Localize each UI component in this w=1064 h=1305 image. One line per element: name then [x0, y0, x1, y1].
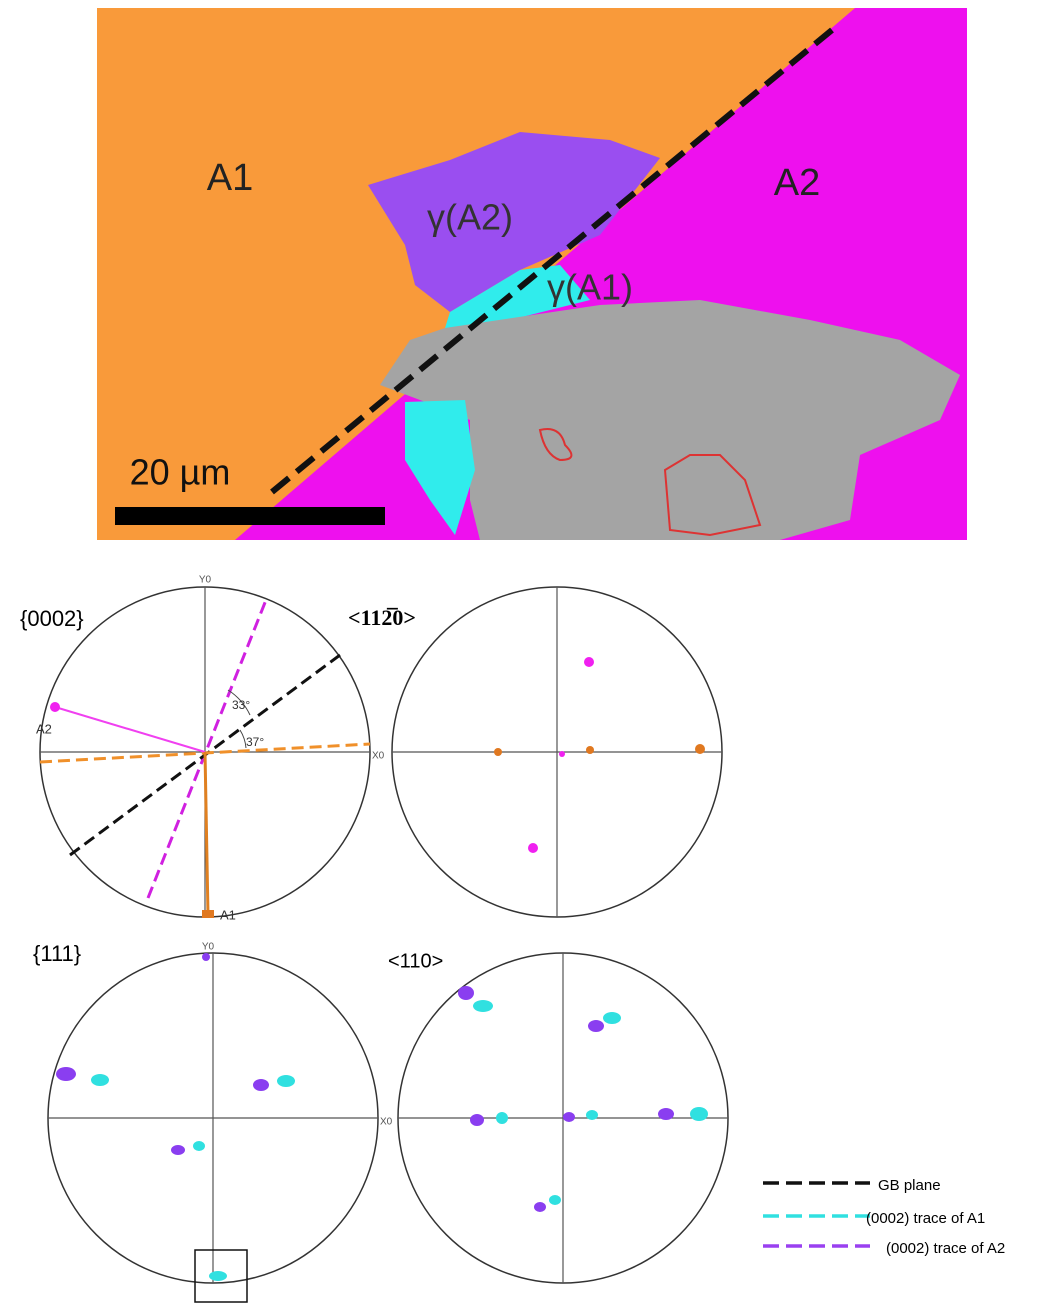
- pole-label: <112̅0>: [348, 605, 416, 630]
- pole-point: [603, 1012, 621, 1024]
- pole-point: [253, 1079, 269, 1091]
- pole-point: [209, 1271, 227, 1281]
- grain-label: A1: [207, 157, 253, 199]
- pole-point: [458, 986, 474, 1000]
- scale-label: 20 µm: [130, 452, 231, 493]
- pole-point: [534, 1202, 546, 1212]
- grain-label: γ(A1): [547, 267, 633, 308]
- pole-point: [690, 1107, 708, 1121]
- legend: GB plane (0002) trace of A1 (0002) trace…: [763, 1177, 1005, 1257]
- ebsd-map: A1 A2 γ(A2) γ(A1) 20 µm: [97, 8, 967, 540]
- pole-point: [588, 1020, 604, 1032]
- twin-outline: [538, 428, 573, 462]
- pole-point: [56, 1067, 76, 1081]
- pole-vector: [54, 706, 206, 753]
- pole-point: [470, 1114, 484, 1126]
- pole-point: [695, 744, 705, 754]
- point-label: A1: [220, 907, 236, 922]
- pole-point: [171, 1145, 185, 1155]
- pole-point: [193, 1141, 205, 1151]
- pole-point: [584, 657, 594, 667]
- legend-label: GB plane: [878, 1177, 941, 1194]
- cyan-region: [405, 400, 475, 535]
- axis-label: X0: [372, 751, 385, 762]
- highlight-box: [194, 1249, 248, 1303]
- grain-label: γ(A2): [427, 197, 513, 238]
- angle-label: 33°: [232, 698, 250, 712]
- gb-trace: [270, 27, 834, 495]
- pole-point: [528, 843, 538, 853]
- angle-label: 37°: [246, 735, 264, 749]
- pole-point: [202, 910, 214, 918]
- grain-label: A2: [774, 162, 820, 204]
- legend-label: (0002) trace of A2: [886, 1240, 1005, 1257]
- point-label: A2: [36, 721, 52, 736]
- axis-label: Y0: [202, 942, 215, 953]
- pole-figure: <110>: [388, 950, 729, 1284]
- scale-bar: [115, 507, 385, 525]
- pole-label: {0002}: [20, 606, 84, 631]
- pole-point: [202, 953, 210, 961]
- pole-point: [50, 702, 60, 712]
- pole-point: [586, 1110, 598, 1120]
- pole-point: [494, 748, 502, 756]
- legend-label: (0002) trace of A1: [866, 1210, 985, 1227]
- pole-vector: [203, 751, 210, 916]
- pole-figure: {111} Y0 X0: [33, 941, 393, 1303]
- pole-point: [473, 1000, 493, 1012]
- twin-outline: [663, 454, 762, 537]
- pole-point: [549, 1195, 561, 1205]
- pole-figure: <112̅0>: [348, 586, 723, 918]
- gamma-a1-region: [445, 265, 590, 330]
- pole-point: [91, 1074, 109, 1086]
- angle-arc: [227, 689, 251, 716]
- angle-arc: [239, 729, 247, 749]
- gamma-a2-region: [368, 132, 660, 312]
- pole-label: {111}: [33, 941, 81, 966]
- pole-figure: {0002} Y0 X0 A2 A1 33° 37°: [20, 575, 385, 923]
- pole-point: [496, 1112, 508, 1124]
- pole-point: [277, 1075, 295, 1087]
- pole-point: [559, 751, 565, 757]
- pole-point: [658, 1108, 674, 1120]
- axis-label: Y0: [199, 575, 212, 586]
- pole-point: [563, 1112, 575, 1122]
- pole-label: <110>: [388, 950, 443, 972]
- pole-point: [586, 746, 594, 754]
- gray-region: [380, 300, 960, 540]
- axis-label: X0: [380, 1117, 393, 1128]
